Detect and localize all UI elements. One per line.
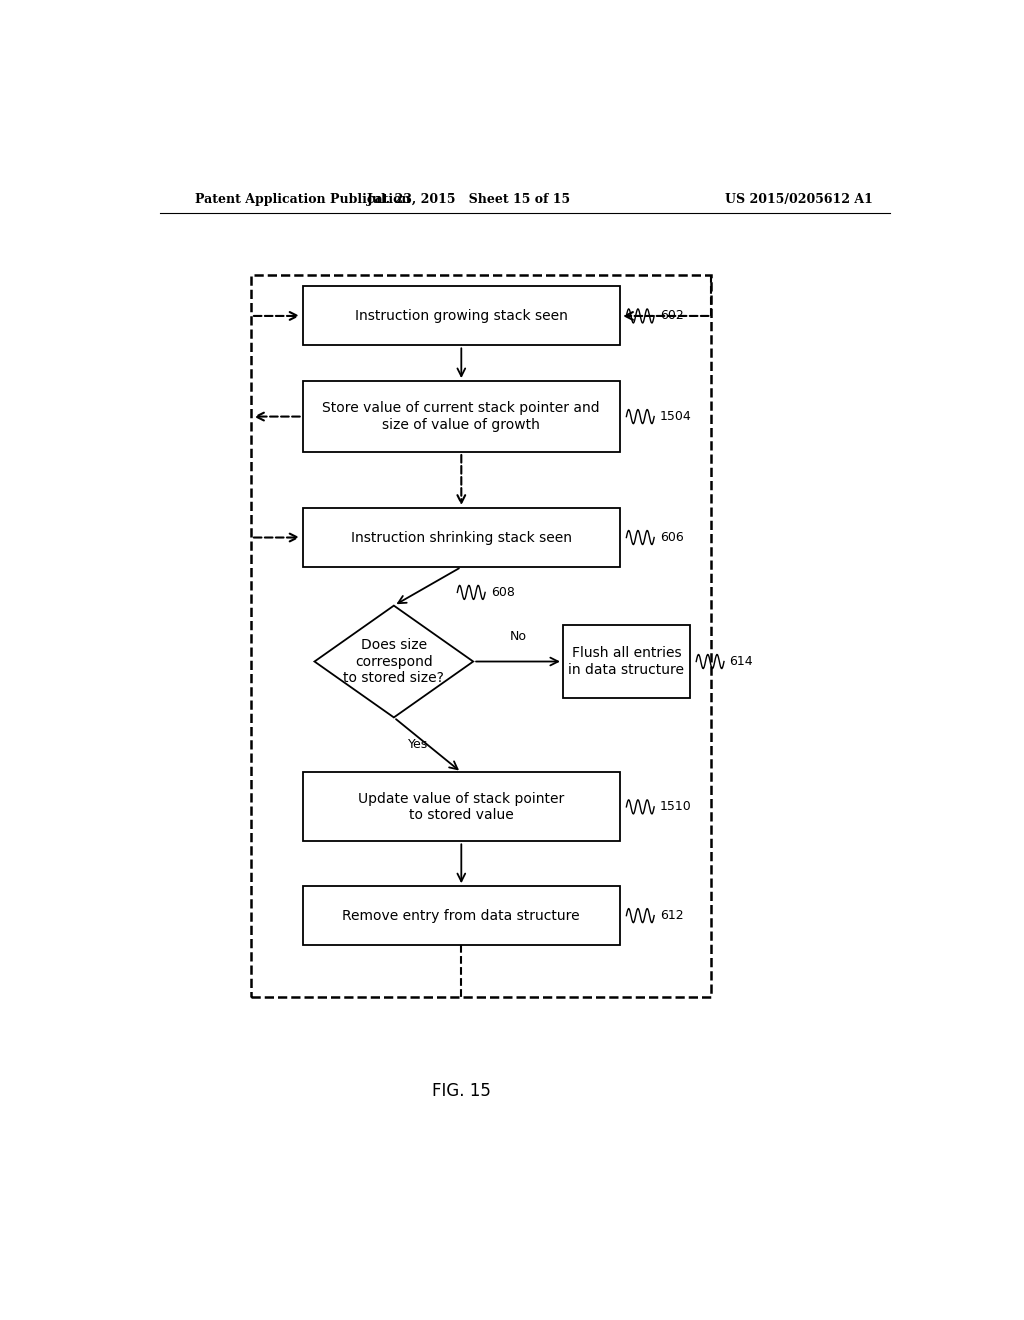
Text: 1504: 1504 — [659, 411, 691, 424]
Bar — [563, 624, 690, 698]
Text: Flush all entries
in data structure: Flush all entries in data structure — [568, 647, 684, 677]
Text: Does size
correspond
to stored size?: Does size correspond to stored size? — [343, 639, 444, 685]
Text: Patent Application Publication: Patent Application Publication — [196, 193, 411, 206]
Bar — [303, 772, 621, 841]
Polygon shape — [314, 606, 473, 718]
Bar — [303, 886, 621, 945]
Text: Store value of current stack pointer and
size of value of growth: Store value of current stack pointer and… — [323, 401, 600, 432]
Text: 602: 602 — [659, 309, 683, 322]
Text: Remove entry from data structure: Remove entry from data structure — [342, 908, 581, 923]
Text: 1510: 1510 — [659, 800, 691, 813]
Text: 614: 614 — [729, 655, 754, 668]
Bar — [251, 276, 712, 997]
Text: 612: 612 — [659, 909, 683, 923]
Text: Update value of stack pointer
to stored value: Update value of stack pointer to stored … — [358, 792, 564, 822]
Text: 606: 606 — [659, 531, 683, 544]
Text: Yes: Yes — [409, 738, 428, 751]
Text: 608: 608 — [490, 586, 514, 599]
Bar — [303, 381, 621, 453]
Text: Instruction growing stack seen: Instruction growing stack seen — [355, 309, 567, 323]
Text: Instruction shrinking stack seen: Instruction shrinking stack seen — [351, 531, 571, 545]
Text: FIG. 15: FIG. 15 — [432, 1082, 490, 1101]
Bar — [303, 286, 621, 346]
Bar — [303, 508, 621, 568]
Text: US 2015/0205612 A1: US 2015/0205612 A1 — [725, 193, 872, 206]
Text: No: No — [510, 630, 526, 643]
Text: Jul. 23, 2015   Sheet 15 of 15: Jul. 23, 2015 Sheet 15 of 15 — [368, 193, 571, 206]
